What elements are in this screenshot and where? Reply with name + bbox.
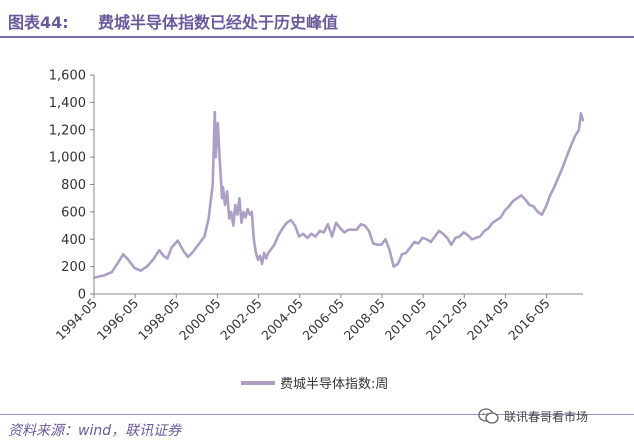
y-tick-label: 400 [61,233,86,248]
header-rule [0,36,634,38]
x-tick-label: 2010-05 [382,296,430,344]
x-axis: 1994-051996-051998-052000-052002-052004-… [53,293,583,344]
x-tick-label: 2002-05 [217,296,265,344]
legend-label: 费城半导体指数:周 [280,377,388,392]
watermark-text: 联讯春哥看市场 [504,409,589,424]
y-tick-label: 0 [78,288,86,303]
x-tick-label: 2004-05 [258,296,306,344]
line-chart: 0 200 400 600 800 1,000 1,200 1,400 1,600 1994-0… [49,69,585,392]
plot-area [92,110,585,279]
y-tick-label: 1,000 [49,151,86,166]
y-tick-label: 1,600 [49,69,86,84]
footer-rule [0,414,634,415]
legend: 费城半导体指数:周 [241,377,388,392]
x-tick-label: 2012-05 [423,296,471,344]
watermark: 联讯春哥看市场 [478,406,588,426]
figure-title: 费城半导体指数已经处于历史峰值 [98,13,339,32]
series-line [92,110,585,279]
x-tick-label: 1994-05 [53,296,101,344]
x-tick-label: 1996-05 [94,296,142,344]
y-axis: 0 200 400 600 800 1,000 1,200 1,400 1,600 [49,69,95,303]
chat-bubble-icon [478,407,500,425]
y-tick-label: 800 [61,178,86,193]
x-tick-label: 1998-05 [135,296,183,344]
y-tick-label: 200 [61,260,86,275]
x-tick-label: 2000-05 [176,296,224,344]
x-tick-label: 2016-05 [505,296,553,344]
x-tick-label: 2008-05 [341,296,389,344]
y-tick-label: 600 [61,205,86,220]
source-note: 资料来源：wind，联讯证券 [8,423,182,439]
x-tick-label: 2006-05 [299,296,347,344]
figure-header: 图表44: 费城半导体指数已经处于历史峰值 [0,0,634,40]
figure-number: 图表44: [8,13,69,32]
x-tick-label: 2014-05 [464,296,512,344]
y-tick-label: 1,200 [49,123,86,138]
y-tick-label: 1,400 [49,96,86,111]
